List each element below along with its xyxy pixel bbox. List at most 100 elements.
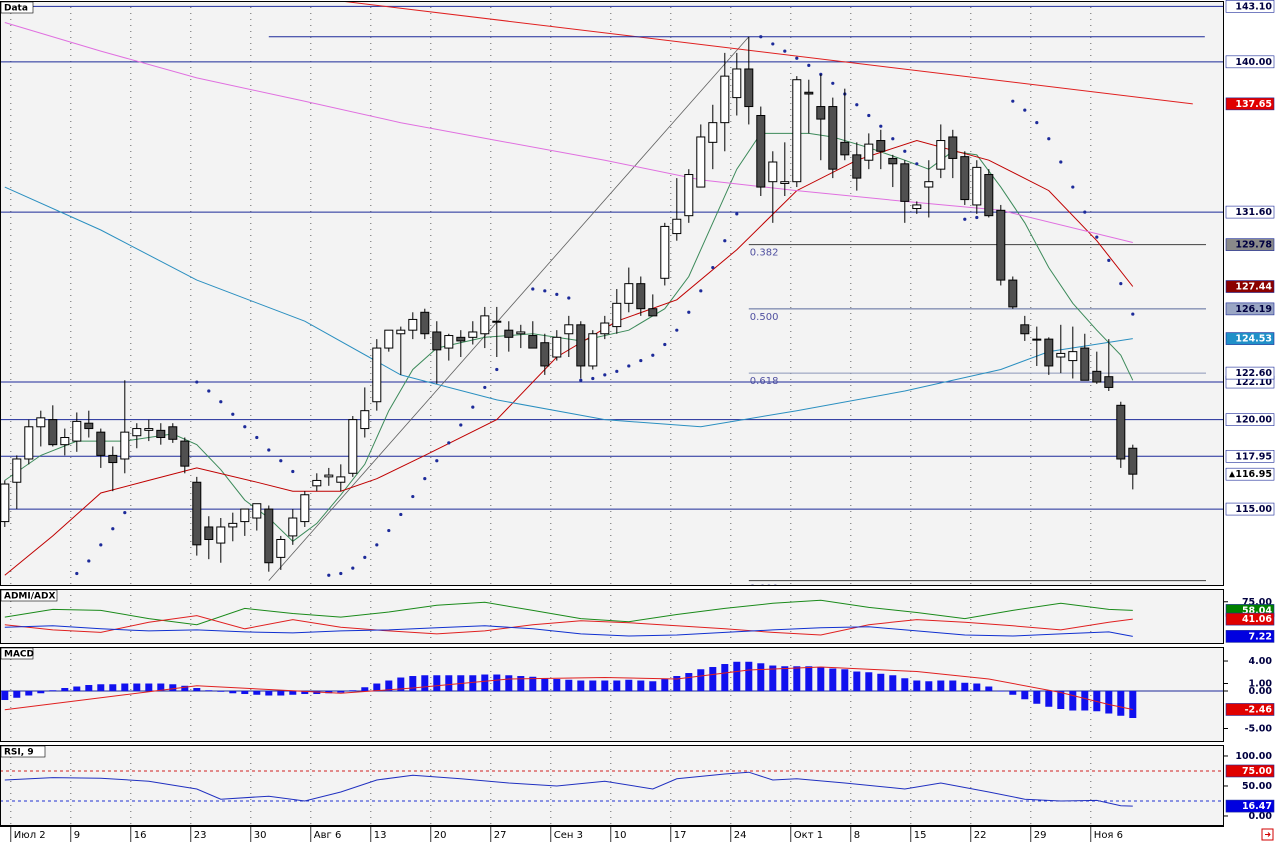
sar-dot: [1083, 210, 1087, 214]
sar-dot: [459, 423, 463, 427]
value-label-box: [1225, 703, 1275, 716]
fib-ratio: 0.618: [750, 376, 779, 387]
histogram-bar: [193, 688, 201, 692]
sar-dot: [903, 149, 907, 153]
histogram-bar: [61, 688, 69, 692]
histogram-bar: [97, 684, 105, 692]
histogram-bar: [73, 686, 81, 692]
value-label-box: [1225, 630, 1275, 643]
sar-dot: [675, 328, 679, 332]
histogram-bar: [481, 674, 489, 692]
sar-dot: [339, 571, 343, 576]
candle-body: [612, 302, 622, 328]
histogram-bar: [1069, 691, 1077, 711]
histogram-bar: [25, 691, 33, 696]
histogram-bar: [49, 690, 57, 692]
panel-labels: 4.00 1.000.00 -5.00 -2.46: [1224, 656, 1275, 735]
histogram-bar: [349, 690, 357, 692]
candle-body: [96, 431, 106, 456]
candle-body: [360, 410, 370, 430]
value-label: 137.65: [1235, 99, 1272, 110]
sar-dot: [483, 385, 487, 390]
histogram-bar: [565, 679, 573, 692]
panel-plot: [1, 746, 1223, 825]
candle-body: [84, 422, 94, 430]
sar-dot: [591, 376, 595, 381]
value-label: 115.00: [1235, 504, 1272, 515]
candle-body: [972, 166, 982, 206]
candle-body: [804, 91, 814, 95]
histogram-bar: [625, 679, 633, 692]
histogram-bar: [385, 680, 393, 692]
panel: [0, 745, 1224, 826]
value-label-box: [1225, 280, 1275, 293]
candle-body: [1116, 404, 1126, 460]
sar-dot: [531, 287, 535, 291]
x-tick-label: Сен 3: [554, 830, 583, 841]
candle-body: [864, 143, 874, 161]
histogram-bar: [109, 684, 117, 692]
value-label: 129.78: [1235, 240, 1272, 251]
histogram-bar: [409, 676, 417, 692]
value-label-box: [1225, 332, 1275, 345]
histogram-bar: [1021, 691, 1029, 700]
indicator-line: [4, 599, 1133, 626]
value-label: 16.47: [1242, 801, 1272, 812]
value-label: 143.10: [1235, 1, 1272, 12]
sar-dot: [855, 103, 859, 107]
candle-body: [672, 218, 682, 235]
candle-body: [432, 331, 442, 351]
sar-dot: [435, 459, 439, 463]
histogram-bar: [325, 691, 333, 694]
panel-title-box: [0, 589, 58, 602]
x-tick-label: 24: [734, 830, 747, 841]
candle-body: [120, 431, 130, 460]
candle-body: [540, 342, 550, 367]
sar-dot: [975, 215, 979, 220]
candle-body: [36, 417, 46, 428]
histogram-bar: [553, 679, 561, 692]
x-tick-label: 8: [854, 830, 860, 841]
candle-body: [252, 503, 262, 519]
histogram-bar: [853, 671, 861, 692]
histogram-bar: [793, 666, 801, 692]
histogram-bar: [217, 691, 225, 692]
candle-body: [1008, 279, 1018, 308]
histogram-bar: [361, 687, 369, 692]
histogram-bar: [841, 669, 849, 692]
sar-dot: [543, 289, 547, 293]
histogram-bar: [253, 691, 261, 695]
histogram-bar: [685, 673, 693, 692]
x-tick-label: 30: [254, 830, 267, 841]
sar-dot: [963, 217, 967, 221]
value-label: 75.00: [1242, 766, 1272, 777]
sar-dot: [915, 162, 919, 166]
x-tick-label: Авг 6: [314, 830, 342, 841]
histogram-bar: [529, 676, 537, 692]
candle-body: [180, 440, 190, 467]
panel-title: ADMI/ADX: [4, 592, 55, 602]
value-label: 122.60: [1235, 368, 1272, 379]
sar-dot: [75, 571, 79, 576]
histogram-bar: [781, 666, 789, 692]
candle-body: [1080, 347, 1090, 381]
sar-dot: [831, 81, 835, 85]
candle-body: [948, 136, 958, 159]
histogram-bar: [145, 683, 153, 692]
sar-dot: [279, 459, 283, 463]
x-tick-label: 15: [914, 830, 927, 841]
last-price-marker: [1229, 471, 1235, 478]
candle-body: [984, 174, 994, 217]
candle-body: [1020, 324, 1030, 335]
candle-body: [396, 329, 406, 335]
y-tick-label: 0.00: [1249, 686, 1273, 697]
x-tick-label: 29: [1034, 830, 1047, 841]
candle-body: [12, 458, 22, 483]
value-label: 117.95: [1235, 451, 1272, 462]
candle-body: [348, 419, 358, 474]
sar-dot: [687, 310, 691, 314]
candle-body: [552, 336, 562, 358]
panel: [0, 647, 1224, 742]
sar-dot: [447, 441, 451, 445]
sar-dot: [891, 137, 895, 141]
